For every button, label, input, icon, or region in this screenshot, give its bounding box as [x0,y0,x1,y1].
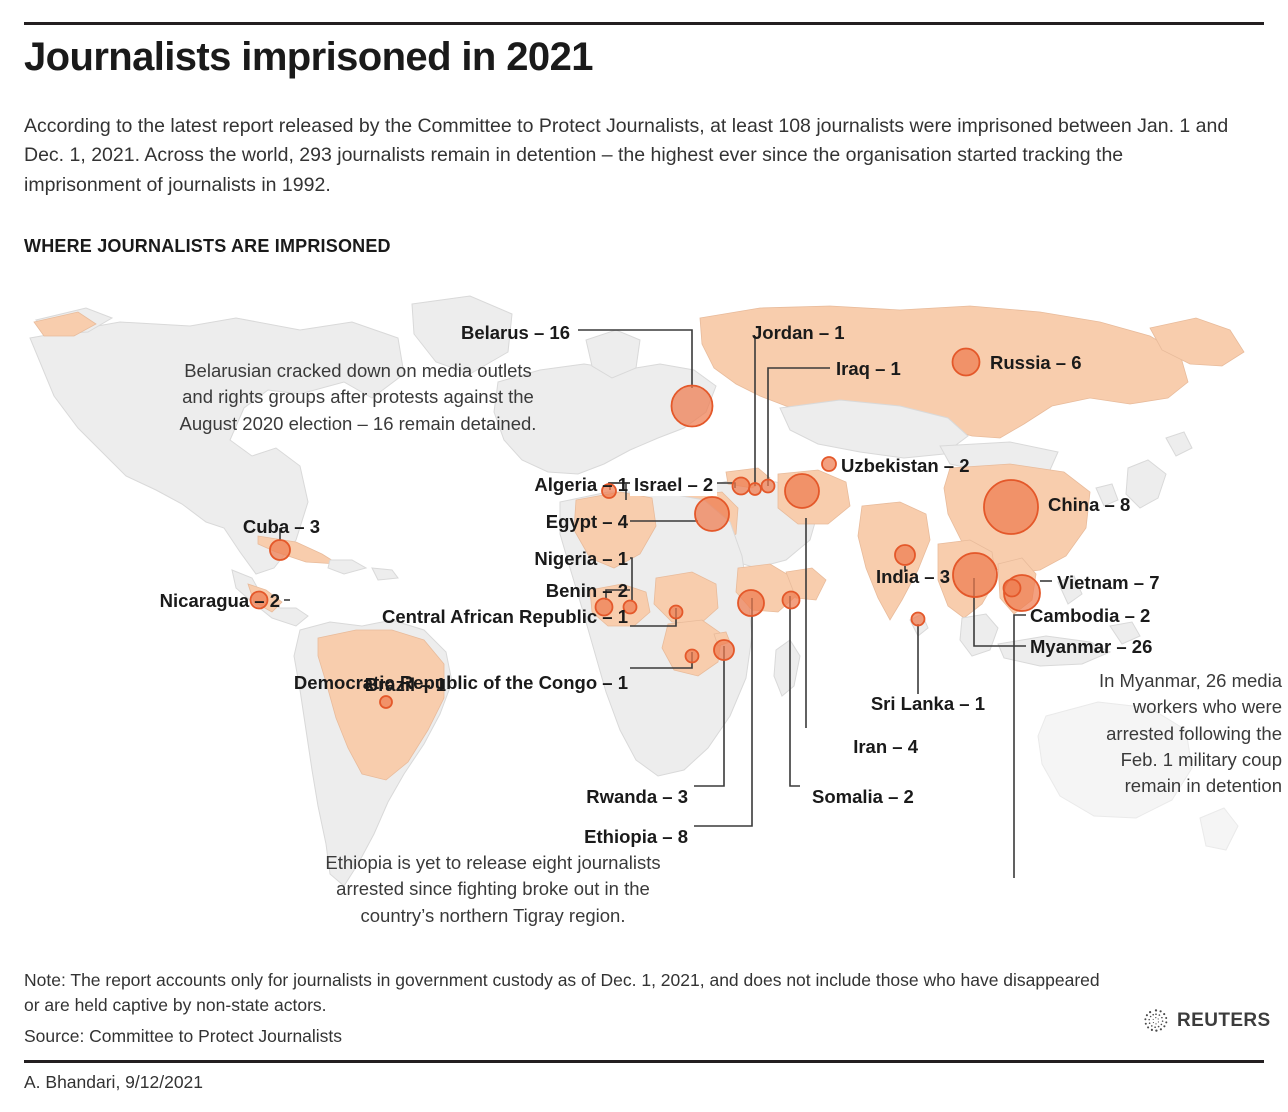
bubble-iraq [760,478,776,494]
source-text: Source: Committee to Protect Journalists [24,1026,343,1046]
world-map-figure: .land { fill: #ededed; stroke: #d9d9d9; … [0,278,1288,948]
reuters-logo: REUTERS [1143,1008,1271,1034]
map-label-democratic-republic-congo: Democratic Republic of the Congo – 1 [293,672,628,693]
page-title: Journalists imprisoned in 2021 [24,35,593,79]
map-label-china: China – 8 [1048,494,1131,515]
footnote-text: Note: The report accounts only for journ… [24,970,1100,1016]
map-label-somalia: Somalia – 2 [812,786,914,807]
bubble-brazil [379,695,393,709]
byline-text: A. Bhandari, 9/12/2021 [24,1072,204,1092]
bubble-belarus [670,384,714,428]
bubble-uzbekistan [821,456,837,472]
world-map-svg: .land { fill: #ededed; stroke: #d9d9d9; … [29,295,1245,887]
map-leader-lines [279,329,1052,878]
annotation-myanmar: In Myanmar, 26 media workers who were ar… [1098,670,1282,797]
bubble-iran [784,473,820,509]
map-label-cuba: Cuba – 3 [242,516,320,537]
bubble-egypt [694,496,730,532]
map-label-egypt: Egypt – 4 [545,511,628,532]
bubble-car [668,604,684,620]
bubble-rwanda [713,639,735,661]
bubble-srilanka [910,611,926,627]
bubble-cuba [269,539,291,561]
map-label-iraq: Iraq – 1 [836,358,901,379]
map-label-uzbekistan: Uzbekistan – 2 [841,455,970,476]
annotation-ethiopia: Ethiopia is yet to release eight journal… [325,852,661,926]
map-label-russia: Russia – 6 [990,352,1082,373]
map-label-belarus: Belarus – 16 [460,322,570,343]
map-bubble-layer [249,347,1041,709]
section-heading: WHERE JOURNALISTS ARE IMPRISONED [24,236,391,256]
bubble-somalia [781,590,801,610]
bubble-israel [731,476,751,496]
top-divider [24,22,1264,25]
map-label-brazil: Brazil – 1 [364,674,446,695]
map-label-india: India – 3 [875,566,950,587]
standfirst-paragraph: According to the latest report released … [24,115,1229,196]
map-label-vietnam: Vietnam – 7 [1057,572,1160,593]
bubble-myanmar [952,552,998,598]
map-label-cambodia: Cambodia – 2 [1030,605,1151,626]
reuters-wordmark: REUTERS [1177,1010,1271,1031]
map-label-ethiopia: Ethiopia – 8 [584,826,688,847]
map-label-iran: Iran – 4 [853,736,918,757]
map-label-nicaragua: Nicaragua – 2 [159,590,280,611]
map-label-jordan: Jordan – 1 [752,322,845,343]
map-label-benin: Benin – 2 [545,580,628,601]
bubble-benin [594,597,614,617]
bubble-india [894,544,916,566]
bubble-china [983,479,1039,535]
map-label-nigeria: Nigeria – 1 [534,548,628,569]
bubble-jordan [748,482,762,496]
reuters-dot-mark [1144,1009,1168,1032]
bubble-nigeria [622,599,638,615]
bubble-cambodia [1002,578,1022,598]
map-label-myanmar: Myanmar – 26 [1030,636,1153,657]
map-label-central-african-republic: Central African Republic – 1 [381,606,628,627]
map-label-israel: Israel – 2 [630,474,718,496]
bottom-divider [24,1060,1264,1063]
bubble-algeria [601,483,617,499]
bubble-drc [684,648,700,664]
annotation-belarus: Belarusian cracked down on media outlets… [179,360,537,434]
bubble-nicaragua [249,590,269,610]
map-label-rwanda: Rwanda – 3 [586,786,688,807]
bubble-ethiopia [737,589,765,617]
map-label-algeria: Algeria – 1 [534,474,628,495]
bubble-russia [951,347,981,377]
map-label-sri-lanka: Sri Lanka – 1 [870,693,985,714]
